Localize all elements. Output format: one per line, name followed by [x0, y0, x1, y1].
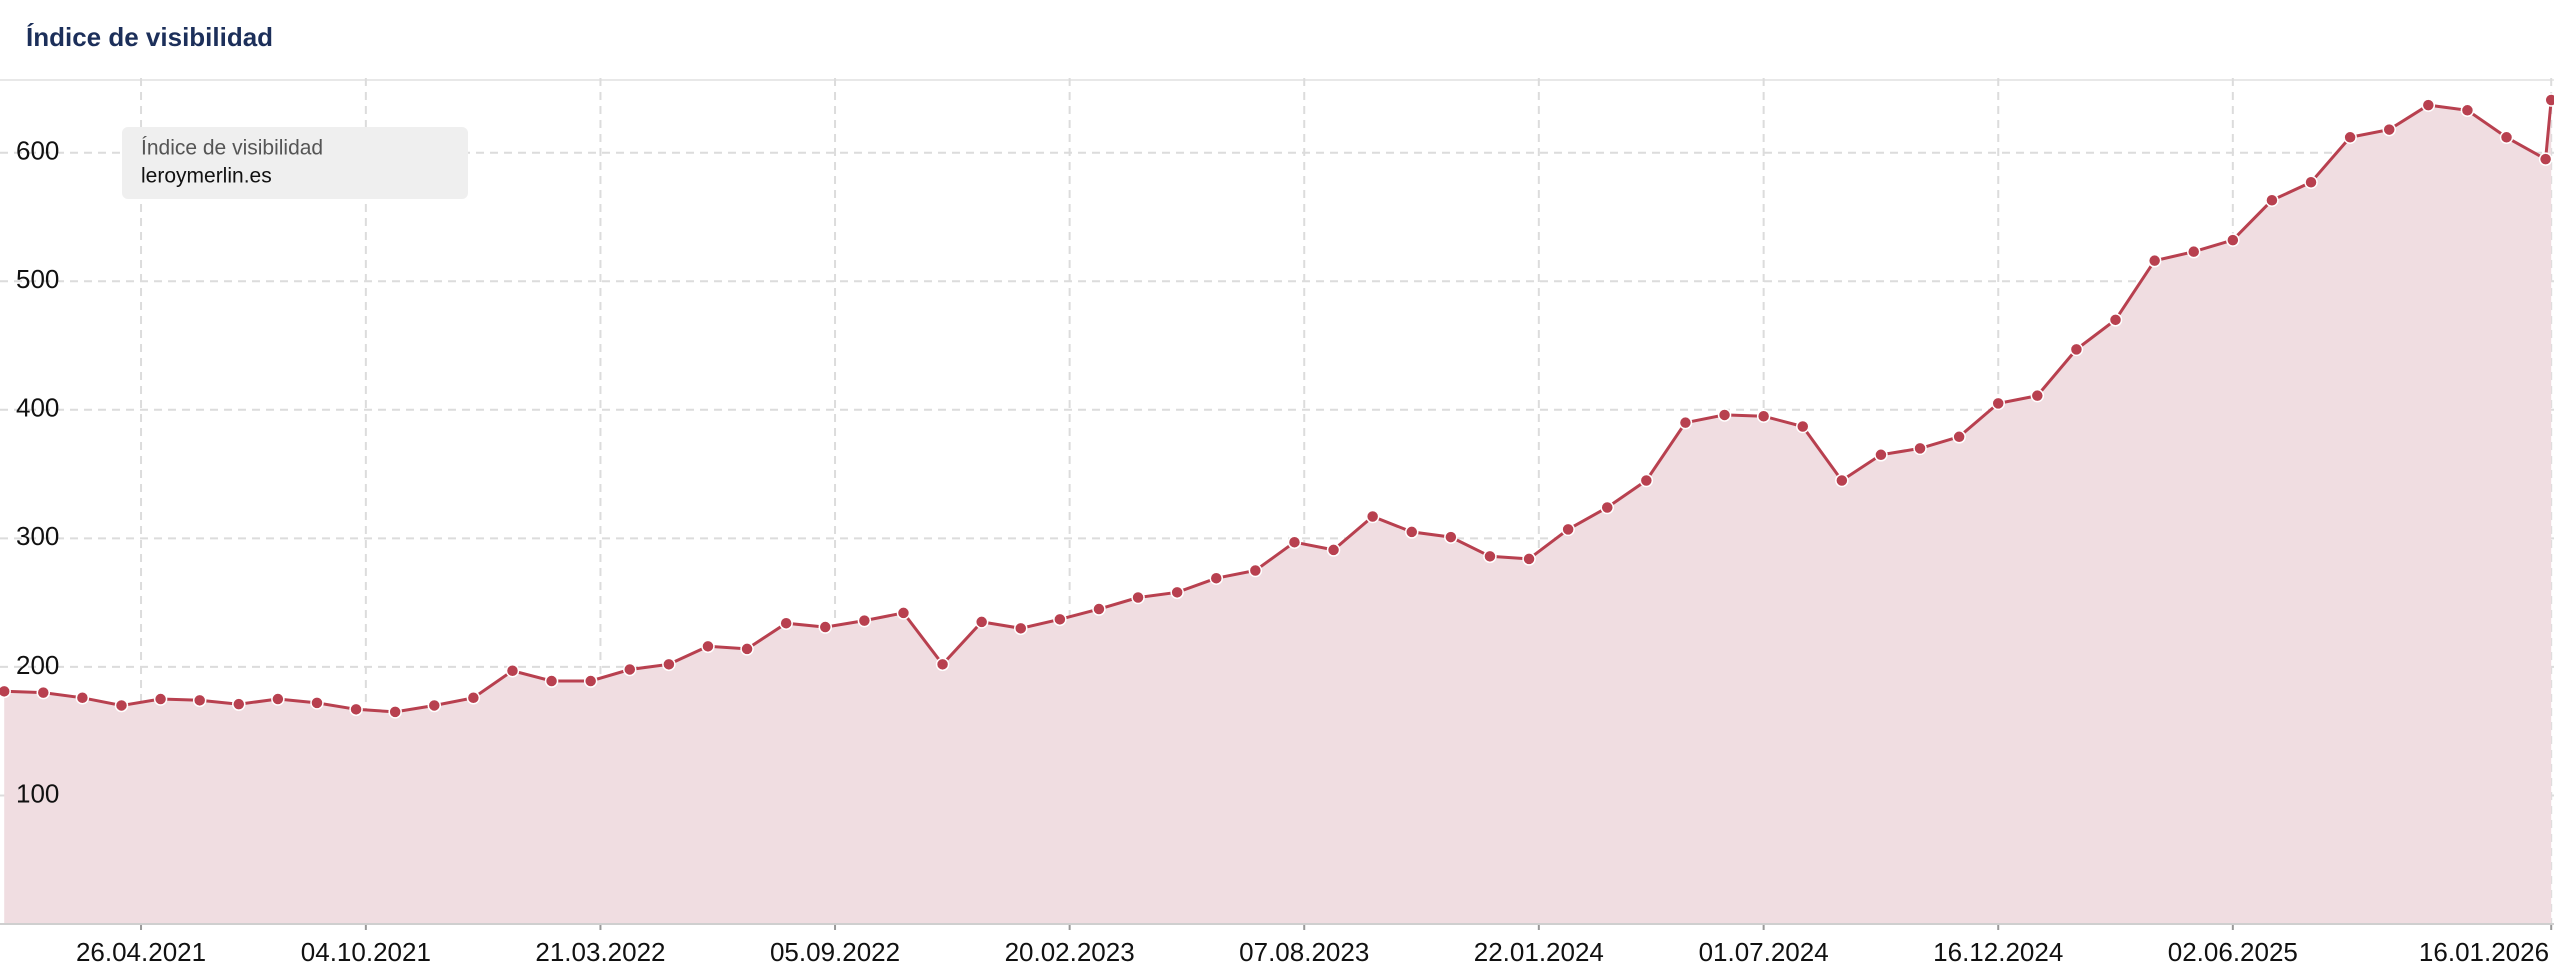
data-point — [974, 615, 989, 629]
data-point — [1131, 590, 1145, 605]
data-point — [1639, 473, 1654, 488]
x-tick-label: 21.03.2022 — [535, 937, 665, 967]
x-tick-label: 01.07.2024 — [1699, 937, 1829, 967]
data-point — [2499, 130, 2514, 145]
data-point — [505, 664, 520, 678]
x-tick-label: 20.02.2023 — [1005, 937, 1135, 967]
data-point — [1053, 612, 1067, 627]
data-point — [2226, 233, 2240, 247]
data-point — [232, 697, 246, 711]
chart-title: Índice de visibilidad — [26, 22, 273, 52]
x-tick-label: 02.06.2025 — [2168, 937, 2298, 967]
data-point — [2421, 98, 2436, 112]
x-tick-label: 04.10.2021 — [301, 937, 431, 967]
data-point — [271, 692, 285, 706]
x-tick-label: 22.01.2024 — [1474, 937, 1604, 967]
data-point — [740, 642, 754, 656]
data-point — [1483, 549, 1497, 564]
data-point — [1248, 563, 1263, 578]
y-tick-label: 400 — [16, 393, 59, 423]
legend-box — [122, 127, 468, 199]
data-point — [349, 702, 363, 717]
data-point — [36, 685, 51, 700]
data-point — [1170, 585, 1184, 600]
data-point — [1365, 509, 1380, 524]
y-tick-label: 200 — [16, 650, 59, 680]
data-point — [857, 613, 872, 628]
data-point — [310, 696, 324, 710]
data-point — [779, 616, 793, 630]
data-point — [2265, 193, 2279, 208]
data-point — [818, 620, 833, 634]
data-point — [2030, 388, 2045, 403]
data-point — [1717, 408, 1732, 422]
data-point — [114, 698, 129, 713]
data-point — [1092, 602, 1106, 616]
data-point — [388, 705, 402, 719]
data-point — [2186, 244, 2201, 259]
y-tick-label: 600 — [16, 136, 59, 166]
data-point — [623, 662, 637, 677]
data-point — [1756, 409, 1771, 423]
data-point — [1835, 473, 1849, 488]
data-point — [153, 692, 168, 706]
x-tick-label: 16.01.2026 — [2419, 937, 2549, 967]
data-point — [1444, 530, 1458, 544]
data-point — [2147, 253, 2162, 268]
data-point — [935, 657, 950, 672]
plot — [0, 93, 2554, 924]
legend-entry: leroymerlin.es — [141, 165, 272, 188]
data-point — [1287, 535, 1302, 549]
y-tick-label: 500 — [16, 264, 59, 294]
data-point — [427, 698, 442, 713]
data-point — [701, 639, 715, 654]
data-point — [2538, 152, 2553, 166]
axes: 100 200 300 400 500 600 26.04.2021 04.10.2021 21… — [0, 136, 2554, 967]
y-tick-label: 300 — [16, 521, 59, 551]
data-point — [896, 606, 911, 620]
data-point — [1795, 419, 1810, 434]
data-point — [1405, 525, 1419, 539]
data-point — [662, 657, 676, 672]
data-point — [0, 684, 11, 699]
x-tick-label: 05.09.2022 — [770, 937, 900, 967]
legend: Índice de visibilidad leroymerlin.es — [122, 127, 468, 199]
data-point — [192, 693, 207, 708]
data-point — [466, 691, 481, 705]
data-point — [544, 674, 559, 688]
legend-title: Índice de visibilidad — [141, 137, 323, 160]
data-point — [2069, 342, 2084, 357]
data-point — [1991, 396, 2005, 411]
data-point — [1561, 522, 1575, 537]
y-tick-label: 100 — [16, 778, 59, 808]
data-point — [2382, 122, 2396, 137]
data-point — [2108, 313, 2123, 327]
data-point — [1522, 552, 1536, 566]
data-point — [583, 674, 598, 688]
data-point — [1874, 448, 1888, 462]
data-point — [1326, 543, 1341, 557]
data-point — [1014, 621, 1028, 636]
x-tick-label: 07.08.2023 — [1239, 937, 1369, 967]
data-point — [1600, 500, 1614, 515]
data-point — [1952, 430, 1966, 444]
x-tick-label: 16.12.2024 — [1933, 937, 2063, 967]
data-point — [2304, 175, 2318, 190]
data-point — [1678, 415, 1693, 430]
data-point — [75, 691, 90, 705]
data-point — [2460, 103, 2475, 118]
data-point — [2343, 130, 2357, 145]
x-tick-label: 26.04.2021 — [76, 937, 206, 967]
area-fill — [4, 100, 2552, 924]
data-point — [1913, 441, 1927, 456]
data-point — [2544, 93, 2554, 107]
data-point — [1209, 571, 1224, 585]
